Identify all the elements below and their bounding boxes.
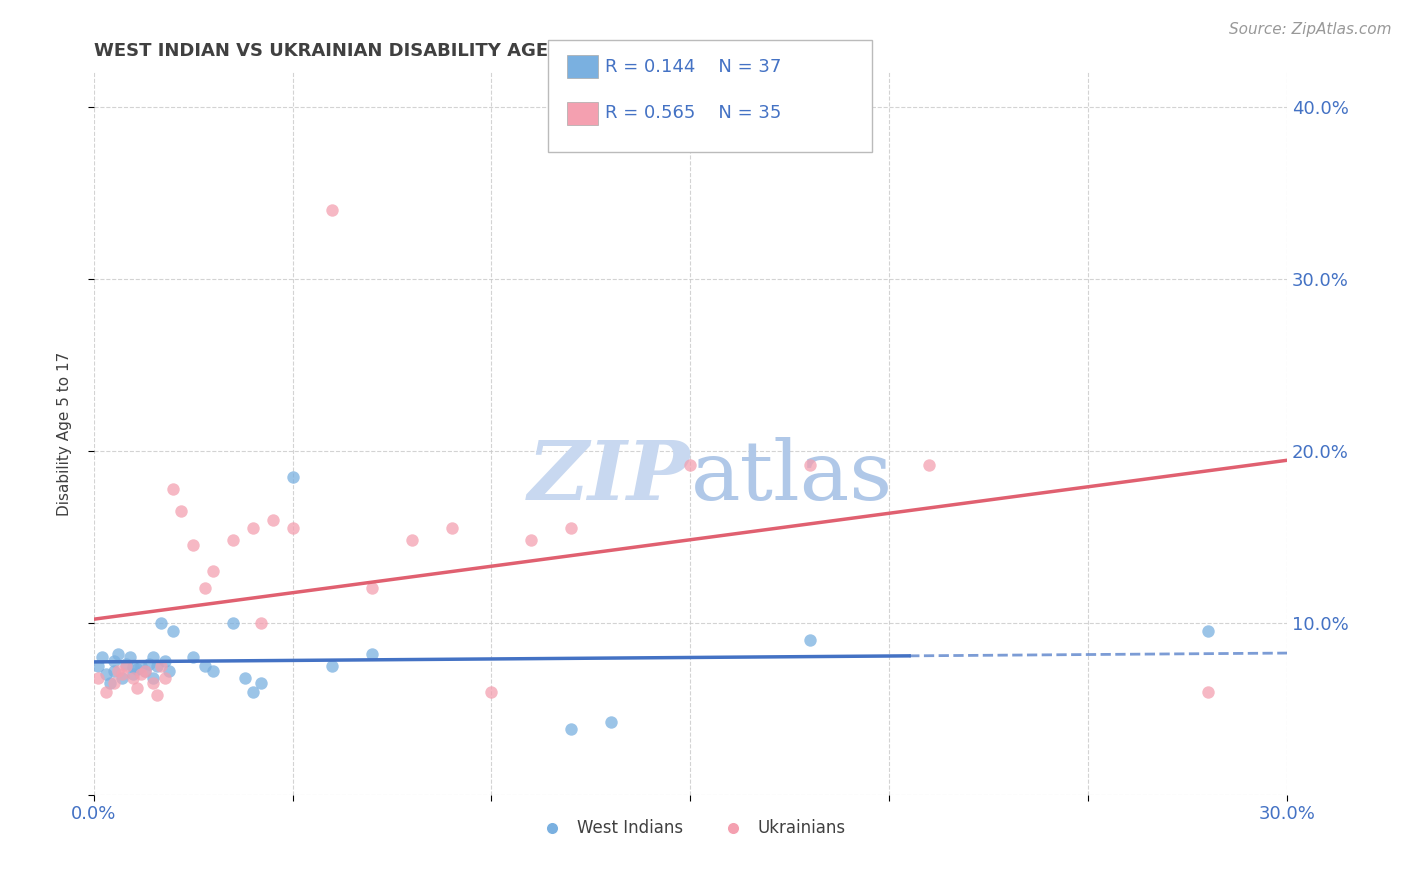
Point bbox=[599, 715, 621, 730]
Point bbox=[520, 533, 543, 548]
Point bbox=[118, 650, 141, 665]
Point bbox=[918, 458, 941, 472]
Point bbox=[90, 650, 112, 665]
Text: atlas: atlas bbox=[690, 437, 893, 516]
Point bbox=[481, 684, 503, 698]
Point bbox=[202, 564, 225, 578]
Point bbox=[110, 667, 132, 681]
Point bbox=[194, 582, 217, 596]
Point bbox=[98, 676, 121, 690]
Text: R = 0.144    N = 37: R = 0.144 N = 37 bbox=[605, 58, 780, 76]
Point bbox=[110, 671, 132, 685]
Point bbox=[114, 658, 136, 673]
Point bbox=[560, 723, 582, 737]
Point bbox=[181, 650, 204, 665]
Point bbox=[799, 632, 821, 647]
Text: WEST INDIAN VS UKRAINIAN DISABILITY AGE 5 TO 17 CORRELATION CHART: WEST INDIAN VS UKRAINIAN DISABILITY AGE … bbox=[94, 42, 853, 60]
Point bbox=[233, 671, 256, 685]
Point bbox=[107, 664, 129, 678]
Point bbox=[155, 654, 177, 668]
Point bbox=[127, 681, 149, 695]
Point bbox=[1197, 624, 1219, 639]
Text: Source: ZipAtlas.com: Source: ZipAtlas.com bbox=[1229, 22, 1392, 37]
Point bbox=[799, 458, 821, 472]
Point bbox=[146, 658, 169, 673]
Point bbox=[194, 658, 217, 673]
Point bbox=[94, 667, 117, 681]
Point bbox=[242, 684, 264, 698]
Point bbox=[122, 671, 145, 685]
Point bbox=[131, 667, 153, 681]
Point bbox=[321, 202, 343, 217]
Point bbox=[281, 469, 304, 483]
Point bbox=[157, 664, 180, 678]
Point bbox=[679, 458, 702, 472]
Point bbox=[114, 657, 136, 671]
Point bbox=[138, 657, 160, 671]
Point bbox=[134, 664, 156, 678]
Point bbox=[181, 538, 204, 552]
Point bbox=[122, 667, 145, 681]
Point bbox=[361, 647, 384, 661]
Point bbox=[131, 658, 153, 673]
Legend: West Indians, Ukrainians: West Indians, Ukrainians bbox=[529, 813, 852, 844]
Point bbox=[560, 521, 582, 535]
Point bbox=[122, 660, 145, 674]
Point bbox=[142, 671, 165, 685]
Point bbox=[142, 650, 165, 665]
Point bbox=[249, 615, 271, 630]
Point bbox=[401, 533, 423, 548]
Point bbox=[103, 676, 125, 690]
Point bbox=[142, 676, 165, 690]
Point bbox=[170, 504, 193, 518]
Y-axis label: Disability Age 5 to 17: Disability Age 5 to 17 bbox=[58, 351, 72, 516]
Point bbox=[262, 512, 284, 526]
Point bbox=[202, 664, 225, 678]
Point bbox=[103, 664, 125, 678]
Point bbox=[150, 615, 173, 630]
Point bbox=[249, 676, 271, 690]
Point bbox=[242, 521, 264, 535]
Point bbox=[127, 662, 149, 676]
Point bbox=[134, 664, 156, 678]
Point bbox=[321, 658, 343, 673]
Point bbox=[107, 647, 129, 661]
Point bbox=[281, 521, 304, 535]
Point bbox=[150, 658, 173, 673]
Text: ZIP: ZIP bbox=[527, 437, 690, 516]
Point bbox=[440, 521, 463, 535]
Point bbox=[1197, 684, 1219, 698]
Point bbox=[94, 684, 117, 698]
Point bbox=[162, 482, 184, 496]
Point bbox=[361, 582, 384, 596]
Point bbox=[222, 533, 245, 548]
Point bbox=[162, 624, 184, 639]
Text: R = 0.565    N = 35: R = 0.565 N = 35 bbox=[605, 104, 780, 122]
Point bbox=[103, 654, 125, 668]
Point bbox=[146, 688, 169, 702]
Point bbox=[86, 658, 108, 673]
Point bbox=[86, 671, 108, 685]
Point bbox=[222, 615, 245, 630]
Point bbox=[155, 671, 177, 685]
